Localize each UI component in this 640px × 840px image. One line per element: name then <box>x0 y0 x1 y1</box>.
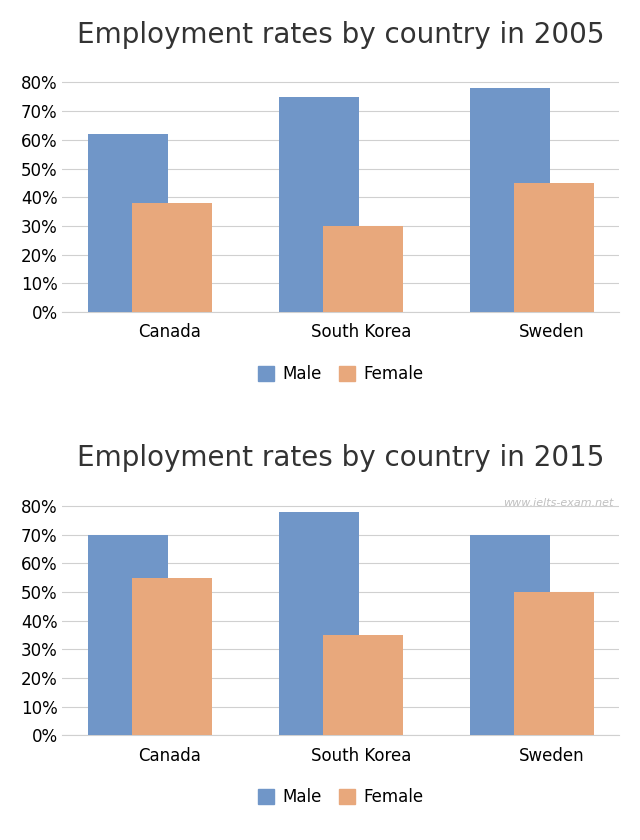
Bar <box>470 534 550 735</box>
Bar <box>514 183 594 312</box>
Text: www.ielts-exam.net: www.ielts-exam.net <box>503 498 614 508</box>
Legend: Male, Female: Male, Female <box>251 358 431 390</box>
Bar <box>279 97 359 312</box>
Bar <box>88 134 168 312</box>
Bar <box>279 512 359 735</box>
Title: Employment rates by country in 2005: Employment rates by country in 2005 <box>77 21 605 49</box>
Bar <box>132 578 212 735</box>
Bar <box>323 635 403 735</box>
Bar <box>132 203 212 312</box>
Bar <box>88 534 168 735</box>
Bar <box>470 88 550 312</box>
Bar <box>323 226 403 312</box>
Bar <box>514 592 594 735</box>
Title: Employment rates by country in 2015: Employment rates by country in 2015 <box>77 444 605 472</box>
Legend: Male, Female: Male, Female <box>251 781 431 813</box>
